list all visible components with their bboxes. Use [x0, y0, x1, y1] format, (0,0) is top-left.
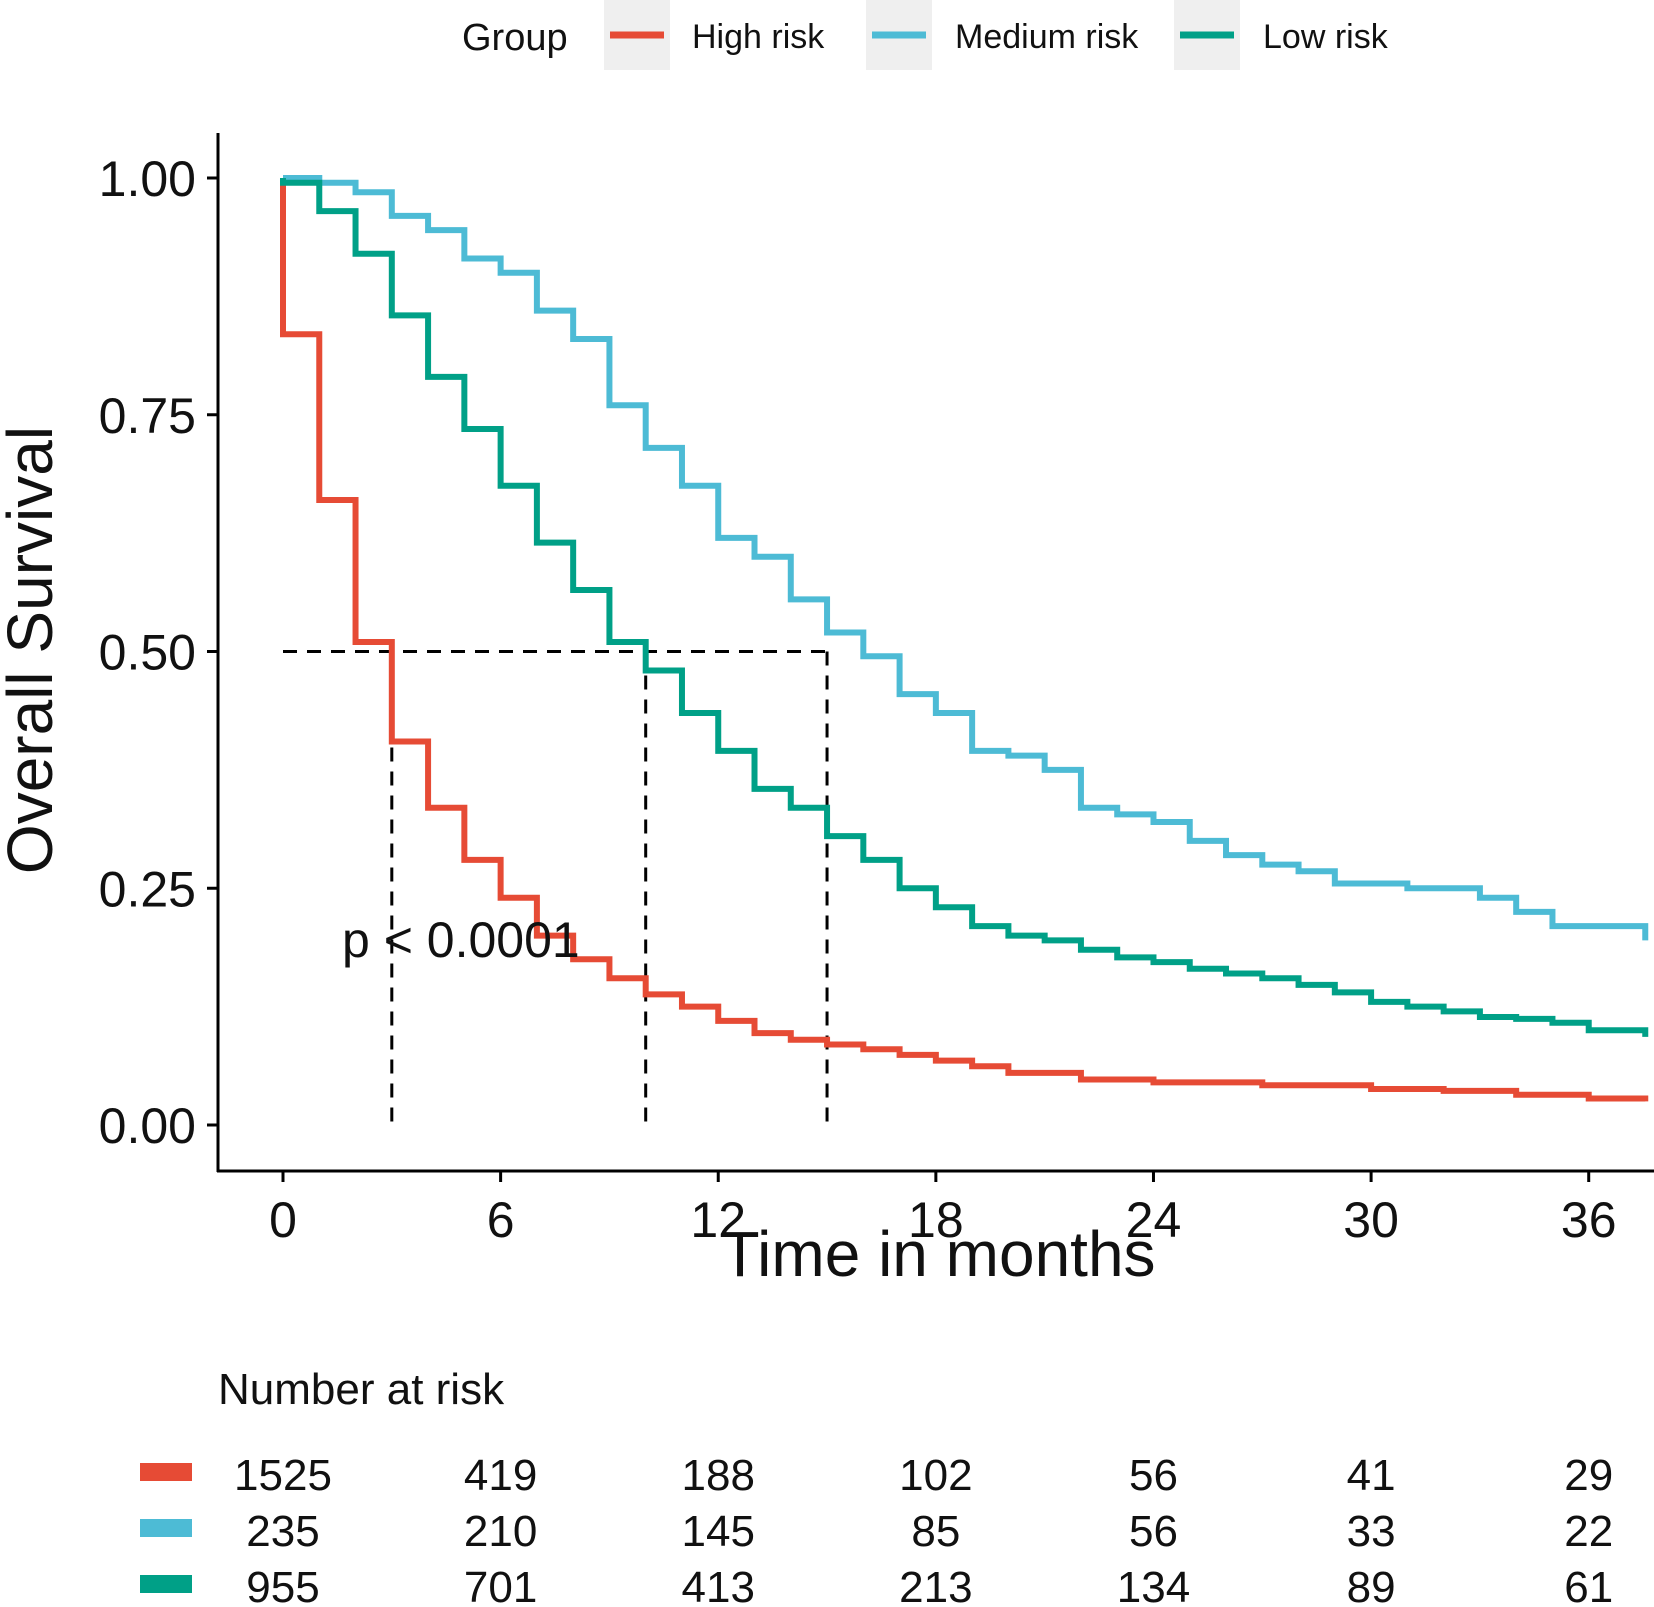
risk-table: 1525 419 188 102 56 41 29 235 210 145 85 56 33 22 955 7… [140, 1451, 1613, 1607]
x-tick-label: 36 [1561, 1192, 1617, 1248]
risk-count: 22 [1564, 1507, 1613, 1556]
risk-count: 134 [1117, 1563, 1190, 1607]
y-tick-label: 0.75 [99, 388, 196, 444]
risk-count: 102 [899, 1451, 972, 1500]
risk-count: 56 [1129, 1507, 1178, 1556]
risk-row-swatch [140, 1519, 192, 1537]
risk-table-title: Number at risk [218, 1365, 505, 1414]
x-axis-title: Time in months [720, 1218, 1155, 1290]
x-tick-label: 0 [269, 1192, 297, 1248]
p-value-annotation: p < 0.0001 [342, 912, 580, 968]
risk-row-swatch [140, 1575, 192, 1593]
high-risk-curve [280, 178, 1649, 1102]
medium-risk-curve [283, 175, 1649, 941]
y-tick-label: 0.50 [99, 625, 196, 681]
x-tick-label: 30 [1343, 1192, 1399, 1248]
x-tick-label: 24 [1126, 1192, 1182, 1248]
legend: Group High risk Medium risk Low risk [462, 0, 1389, 70]
risk-count: 235 [246, 1507, 319, 1556]
y-axis-title: Overall Survival [0, 426, 66, 874]
risk-count: 419 [464, 1451, 537, 1500]
x-ticks: 0 6 12 18 24 30 36 [269, 1171, 1617, 1248]
risk-count: 1525 [234, 1451, 332, 1500]
x-tick-label: 6 [487, 1192, 515, 1248]
risk-count: 41 [1347, 1451, 1396, 1500]
y-tick-label: 0.25 [99, 861, 196, 917]
risk-count: 955 [246, 1563, 319, 1607]
risk-count: 188 [682, 1451, 755, 1500]
y-ticks: 0.00 0.25 0.50 0.75 1.00 [99, 151, 218, 1154]
risk-count: 61 [1564, 1563, 1613, 1607]
legend-label-high: High risk [692, 18, 825, 56]
y-tick-label: 1.00 [99, 151, 196, 207]
median-lines [283, 650, 829, 1125]
risk-count: 210 [464, 1507, 537, 1556]
legend-label-medium: Medium risk [955, 18, 1139, 56]
legend-label-low: Low risk [1263, 18, 1389, 56]
y-tick-label: 0.00 [99, 1098, 196, 1154]
risk-count: 56 [1129, 1451, 1178, 1500]
risk-count: 33 [1347, 1507, 1396, 1556]
risk-count: 89 [1347, 1563, 1396, 1607]
low-risk-curve [280, 178, 1649, 1037]
x-tick-label: 18 [908, 1192, 964, 1248]
legend-title: Group [462, 17, 568, 59]
risk-count: 213 [899, 1563, 972, 1607]
risk-count: 701 [464, 1563, 537, 1607]
risk-count: 85 [911, 1507, 960, 1556]
risk-count: 29 [1564, 1451, 1613, 1500]
risk-row-swatch [140, 1463, 192, 1481]
risk-count: 145 [682, 1507, 755, 1556]
survival-curves [280, 175, 1649, 1102]
risk-count: 413 [682, 1563, 755, 1607]
x-tick-label: 12 [690, 1192, 746, 1248]
